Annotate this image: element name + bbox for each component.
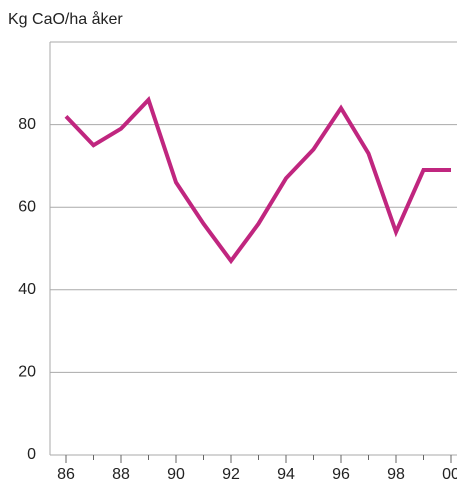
x-tick-label: 98 xyxy=(387,466,405,482)
x-tick-label: 94 xyxy=(277,466,295,482)
y-tick-label: 40 xyxy=(18,281,36,298)
y-tick-label: 60 xyxy=(18,198,36,215)
data-line xyxy=(64,96,451,265)
x-tick-label: 00 xyxy=(442,466,457,482)
x-tick-label: 92 xyxy=(222,466,240,482)
x-tick-label: 88 xyxy=(112,466,130,482)
y-tick-label: 20 xyxy=(18,364,36,381)
y-tick-label: 0 xyxy=(27,446,36,463)
x-tick-label: 90 xyxy=(167,466,185,482)
chart-title: Kg CaO/ha åker xyxy=(8,10,123,28)
x-tick-label: 86 xyxy=(57,466,75,482)
x-tick-label: 96 xyxy=(332,466,350,482)
y-tick-label: 80 xyxy=(18,116,36,133)
